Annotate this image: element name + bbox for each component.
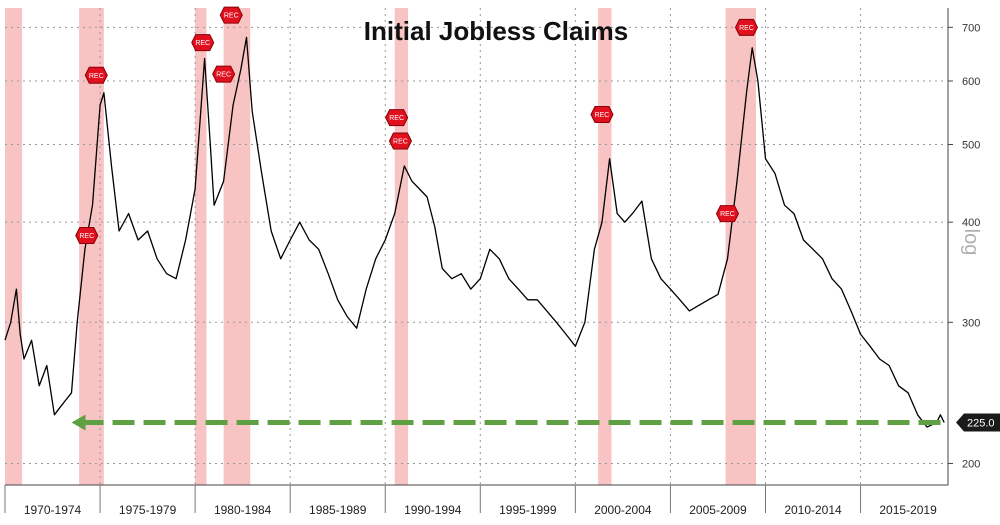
y-axis: 200 300 400 500 600 700 (948, 22, 980, 470)
x-tick-label: 1990-1994 (404, 503, 462, 517)
x-tick-label: 1970-1974 (24, 503, 82, 517)
rec-marker-label: REC (195, 40, 210, 47)
rec-marker: REC (212, 65, 236, 83)
x-tick-label: 2010-2014 (784, 503, 842, 517)
chart-title: Initial Jobless Claims (364, 16, 628, 46)
y-tick-label: 700 (962, 22, 980, 34)
y-tick-label: 600 (962, 76, 980, 88)
rec-marker: REC (385, 109, 409, 127)
gridlines (5, 8, 949, 486)
x-tick-label: 1975-1979 (119, 503, 177, 517)
rec-marker: REC (84, 66, 108, 84)
rec-marker: REC (191, 34, 215, 52)
rec-marker-shape (385, 109, 409, 127)
recession-band (195, 8, 207, 485)
rec-marker-label: REC (393, 139, 408, 146)
x-tick-label: 2000-2004 (594, 503, 652, 517)
recession-band (598, 8, 612, 485)
y-tick-label: 500 (962, 139, 980, 151)
recession-band (725, 8, 756, 485)
rec-marker-label: REC (389, 115, 404, 122)
rec-marker: REC (219, 6, 243, 24)
rec-marker: REC (734, 18, 759, 36)
rec-marker-shape (388, 132, 413, 150)
x-tick-label: 1980-1984 (214, 503, 272, 517)
x-tick-label: 1995-1999 (499, 503, 557, 517)
rec-marker-shape (212, 65, 236, 83)
x-tick-label: 2005-2009 (689, 503, 747, 517)
rec-marker-label: REC (89, 73, 104, 80)
rec-marker-shape (590, 105, 614, 123)
y-tick-label: 400 (962, 217, 980, 229)
current-value-badge (956, 413, 1000, 432)
rec-marker-shape (75, 226, 99, 244)
rec-marker-shape (84, 66, 108, 84)
current-value-label: 225.0 (967, 417, 995, 429)
y-scale-label: log (960, 229, 982, 256)
rec-marker: REC (388, 132, 413, 150)
rec-marker: REC (715, 205, 740, 223)
reference-line-group: 225.0 (71, 413, 1000, 432)
rec-marker-shape (715, 205, 740, 223)
reference-arrow-head (71, 414, 86, 431)
rec-marker-label: REC (595, 112, 610, 119)
rec-marker-label: REC (224, 13, 239, 20)
rec-marker: REC (590, 105, 614, 123)
recession-bands (5, 8, 756, 485)
rec-marker-shape (219, 6, 243, 24)
rec-marker-label: REC (79, 233, 94, 240)
recession-band (5, 8, 23, 485)
rec-marker-label: REC (720, 211, 735, 218)
series-line (4, 36, 945, 428)
x-tick-label: 2015-2019 (879, 503, 937, 517)
x-axis: 1970-1974 1975-1979 1980-1984 1985-1989 1990… (4, 485, 937, 517)
rec-marker-label: REC (216, 72, 231, 79)
x-tick-label: 1985-1989 (309, 503, 367, 517)
rec-marker: REC (75, 226, 99, 244)
rec-marker-label: REC (739, 25, 754, 32)
rec-marker-shape (191, 34, 215, 52)
rec-marker-shape (734, 18, 759, 36)
series-line-group (4, 36, 945, 428)
y-tick-label: 200 (962, 458, 980, 470)
recession-markers: REC REC REC REC REC REC REC REC REC REC (75, 6, 759, 244)
recession-band (394, 8, 409, 485)
y-tick-label: 300 (962, 317, 980, 329)
